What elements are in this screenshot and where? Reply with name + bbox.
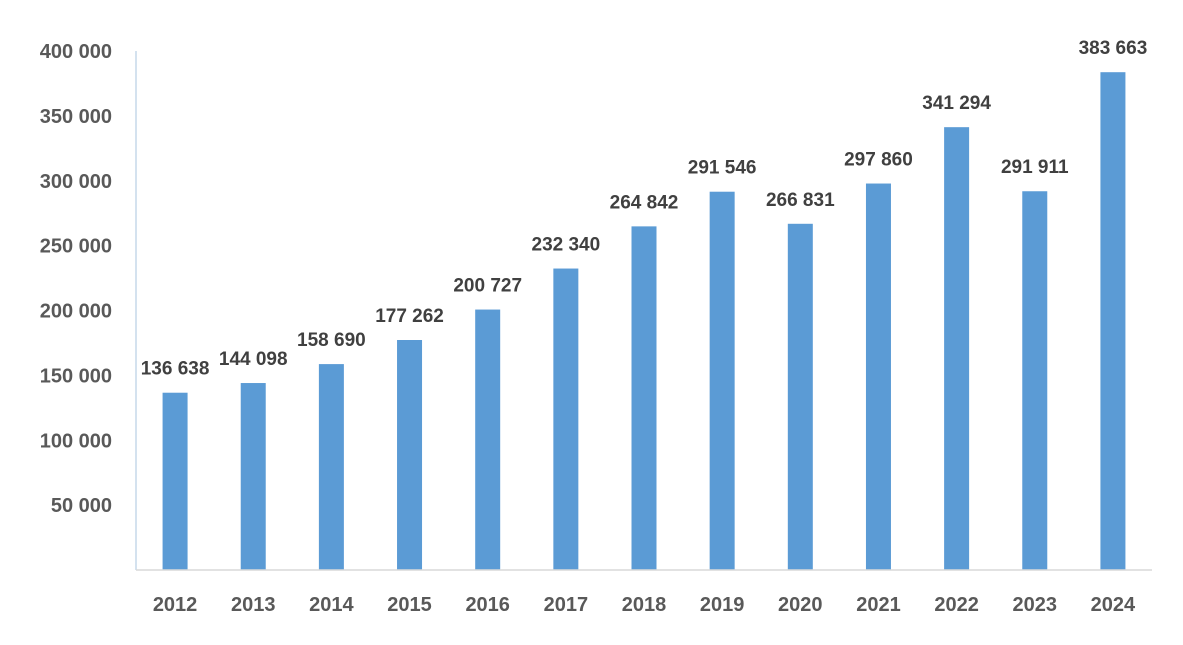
x-tick-label: 2017: [544, 594, 589, 616]
bar: [318, 364, 344, 570]
x-tick-label: 2014: [309, 594, 354, 616]
data-label: 200 727: [453, 276, 522, 297]
bar: [944, 127, 970, 571]
bar: [631, 226, 657, 571]
y-tick-label: 300 000: [40, 171, 112, 193]
bar: [240, 383, 266, 570]
data-label: 136 638: [141, 359, 210, 380]
data-label: 297 860: [844, 150, 913, 171]
data-label: 158 690: [297, 330, 366, 351]
data-label: 144 098: [219, 349, 288, 370]
data-label: 383 663: [1079, 38, 1148, 59]
bar: [1022, 191, 1048, 570]
x-tick-label: 2024: [1091, 594, 1136, 616]
x-tick-label: 2023: [1013, 594, 1058, 616]
bar: [397, 340, 423, 570]
data-label: 177 262: [375, 306, 444, 327]
y-tick-label: 250 000: [40, 236, 112, 258]
x-tick-label: 2018: [622, 594, 667, 616]
data-label: 264 842: [610, 192, 679, 213]
bar: [162, 392, 188, 570]
y-tick-label: 150 000: [40, 365, 112, 387]
data-label: 341 294: [922, 93, 991, 114]
y-tick-label: 400 000: [40, 41, 112, 63]
x-tick-label: 2013: [231, 594, 276, 616]
bar: [709, 191, 735, 571]
x-tick-label: 2019: [700, 594, 745, 616]
y-tick-label: 350 000: [40, 106, 112, 128]
bar: [865, 183, 891, 570]
data-labels: 136 638 144 098 158 690 177 262 200 727 232 3…: [141, 38, 1148, 380]
y-tick-label: 100 000: [40, 430, 112, 452]
x-axis-ticks: 2012 2013 2014 2015 2016 2017 2018 2019 2020 2021…: [153, 594, 1136, 616]
data-label: 266 831: [766, 190, 835, 211]
data-label: 291 911: [1001, 157, 1069, 178]
data-label: 232 340: [532, 235, 601, 256]
bar: [787, 223, 813, 570]
data-label: 291 546: [688, 158, 757, 179]
y-tick-label: 50 000: [51, 495, 112, 517]
x-tick-label: 2020: [778, 594, 823, 616]
y-axis-ticks: 50 000 100 000 150 000 200 000 250 000 300 00…: [40, 41, 112, 517]
bar: [475, 309, 501, 570]
bar: [1100, 72, 1126, 570]
bar: [553, 268, 579, 570]
x-tick-label: 2021: [856, 594, 901, 616]
x-tick-label: 2015: [387, 594, 432, 616]
y-tick-label: 200 000: [40, 301, 112, 323]
x-tick-label: 2022: [934, 594, 979, 616]
bars: [162, 72, 1126, 571]
x-tick-label: 2016: [465, 594, 510, 616]
x-tick-label: 2012: [153, 594, 198, 616]
